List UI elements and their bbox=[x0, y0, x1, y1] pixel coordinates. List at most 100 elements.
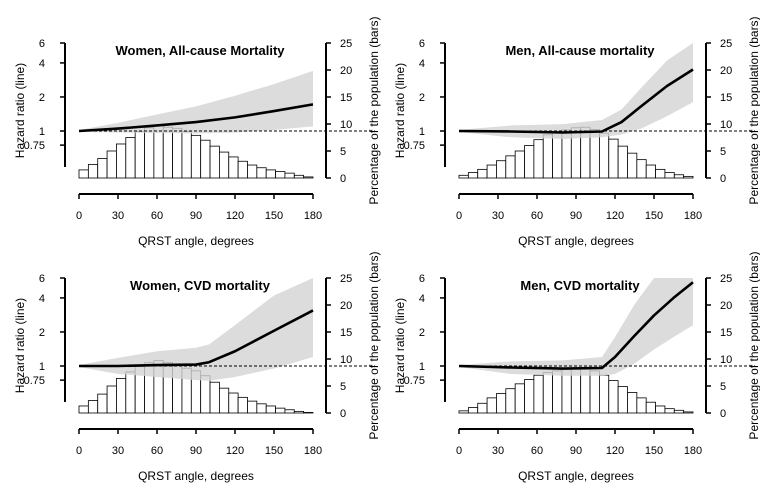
left-y-tick-label: 6 bbox=[39, 273, 45, 285]
histogram-bar bbox=[599, 374, 610, 414]
histogram-bar bbox=[97, 158, 108, 179]
right-y-tick-label: 10 bbox=[340, 119, 352, 131]
right-y-tick-label: 5 bbox=[340, 381, 346, 393]
histogram-bar bbox=[608, 380, 619, 414]
histogram-bar bbox=[200, 139, 211, 179]
right-y-axis-label: Percentage of the population (bars) bbox=[747, 251, 760, 439]
histogram-bar bbox=[78, 169, 89, 179]
histogram-bar bbox=[228, 156, 239, 179]
right-y-tick-label: 20 bbox=[720, 300, 732, 312]
histogram-bar bbox=[617, 145, 628, 179]
chart-title: Men, CVD mortality bbox=[520, 278, 640, 293]
chart-title: Men, All-cause mortality bbox=[505, 43, 655, 58]
x-tick-label: 120 bbox=[606, 210, 624, 222]
left-y-tick-label: 1 bbox=[419, 361, 425, 373]
confidence-band bbox=[79, 70, 313, 134]
histogram-bar bbox=[542, 134, 553, 179]
histogram-bar bbox=[673, 174, 685, 179]
histogram-bar bbox=[256, 167, 267, 179]
histogram-bar bbox=[247, 164, 258, 179]
histogram-bar bbox=[190, 134, 202, 179]
histogram-bar bbox=[589, 370, 600, 414]
histogram-bar bbox=[209, 145, 220, 179]
right-y-tick-label: 0 bbox=[720, 173, 726, 185]
histogram-bar bbox=[116, 143, 127, 179]
histogram-bar bbox=[218, 151, 230, 179]
hazard-ratio-line bbox=[458, 68, 694, 134]
histogram-bar bbox=[181, 131, 192, 179]
chart-panel-2: 0.75 1 2 4 6 Hazard ratio (line) 0 5 10 15 20 25 Per… bbox=[393, 16, 760, 248]
histogram-bar bbox=[275, 407, 286, 414]
right-y-tick-label: 15 bbox=[720, 92, 732, 104]
histogram-bar bbox=[486, 397, 497, 414]
histogram-bar bbox=[645, 164, 656, 179]
histogram-bar bbox=[505, 388, 516, 414]
left-y-tick-label: 6 bbox=[419, 273, 425, 285]
histogram-bar bbox=[524, 379, 535, 414]
left-y-tick-label: 0.75 bbox=[24, 375, 45, 387]
x-tick-label: 150 bbox=[265, 445, 283, 457]
histogram-bar bbox=[533, 139, 544, 179]
hazard-ratio-line bbox=[79, 309, 314, 368]
histogram-bar bbox=[496, 160, 507, 179]
right-y-tick-label: 25 bbox=[340, 38, 352, 50]
x-tick-label: 150 bbox=[265, 210, 283, 222]
left-y-tick-label: 4 bbox=[39, 58, 45, 70]
histogram-bar bbox=[458, 174, 469, 179]
histogram-bar bbox=[617, 386, 628, 414]
x-tick-label: 30 bbox=[112, 445, 124, 457]
x-axis-label: QRST angle, degrees bbox=[138, 469, 254, 483]
left-y-tick-label: 0.75 bbox=[404, 140, 425, 152]
right-y-tick-label: 20 bbox=[720, 65, 732, 77]
right-y-tick-label: 0 bbox=[340, 408, 346, 420]
histogram-bar bbox=[247, 400, 258, 414]
histogram-bar bbox=[78, 405, 89, 414]
histogram-bar bbox=[144, 127, 155, 179]
left-y-axis-label: Hazard ratio (line) bbox=[13, 63, 27, 158]
left-y-tick-label: 1 bbox=[39, 126, 45, 138]
left-y-tick-label: 0.75 bbox=[404, 375, 425, 387]
histogram-bar bbox=[125, 371, 136, 414]
histogram-bar bbox=[284, 172, 295, 179]
right-y-tick-label: 15 bbox=[340, 327, 352, 339]
x-tick-label: 150 bbox=[645, 445, 663, 457]
x-tick-label: 180 bbox=[684, 445, 702, 457]
histogram-bar bbox=[477, 402, 488, 414]
left-y-axis-label: Hazard ratio (line) bbox=[393, 298, 407, 393]
histogram-bar bbox=[664, 172, 675, 179]
confidence-band bbox=[79, 278, 313, 381]
left-y-tick-label: 2 bbox=[39, 92, 45, 104]
right-y-tick-label: 20 bbox=[340, 300, 352, 312]
right-y-axis-label: Percentage of the population (bars) bbox=[367, 16, 381, 204]
histogram-bar bbox=[200, 375, 211, 414]
histogram-bar bbox=[608, 138, 619, 179]
histogram-bar bbox=[627, 392, 638, 414]
x-tick-label: 150 bbox=[645, 210, 663, 222]
chart-panel-3: 0.75 1 2 4 6 Hazard ratio (line) 0 5 10 15 20 25 Per… bbox=[13, 251, 381, 483]
x-tick-label: 0 bbox=[76, 445, 82, 457]
histogram-bar bbox=[458, 410, 469, 414]
histogram-bar bbox=[599, 132, 610, 179]
right-y-tick-label: 10 bbox=[720, 354, 732, 366]
histogram-bar bbox=[106, 385, 117, 414]
right-y-axis-label: Percentage of the population (bars) bbox=[747, 16, 760, 204]
left-y-axis-label: Hazard ratio (line) bbox=[13, 298, 27, 393]
left-y-tick-label: 2 bbox=[39, 327, 45, 339]
x-tick-label: 30 bbox=[492, 445, 504, 457]
x-tick-label: 60 bbox=[531, 210, 543, 222]
histogram-bar bbox=[218, 387, 230, 414]
x-tick-label: 0 bbox=[456, 210, 462, 222]
histogram-bar bbox=[496, 393, 507, 414]
histogram-bar bbox=[237, 160, 248, 179]
histogram-bar bbox=[505, 155, 516, 179]
histogram-bar bbox=[673, 409, 685, 414]
histogram-bar bbox=[275, 171, 286, 179]
confidence-band bbox=[459, 278, 693, 376]
x-tick-label: 60 bbox=[151, 210, 163, 222]
histogram-bar bbox=[636, 397, 647, 414]
left-y-tick-label: 2 bbox=[419, 327, 425, 339]
x-tick-label: 90 bbox=[190, 445, 202, 457]
histogram-bar bbox=[87, 400, 99, 414]
left-y-tick-label: 4 bbox=[419, 293, 425, 305]
